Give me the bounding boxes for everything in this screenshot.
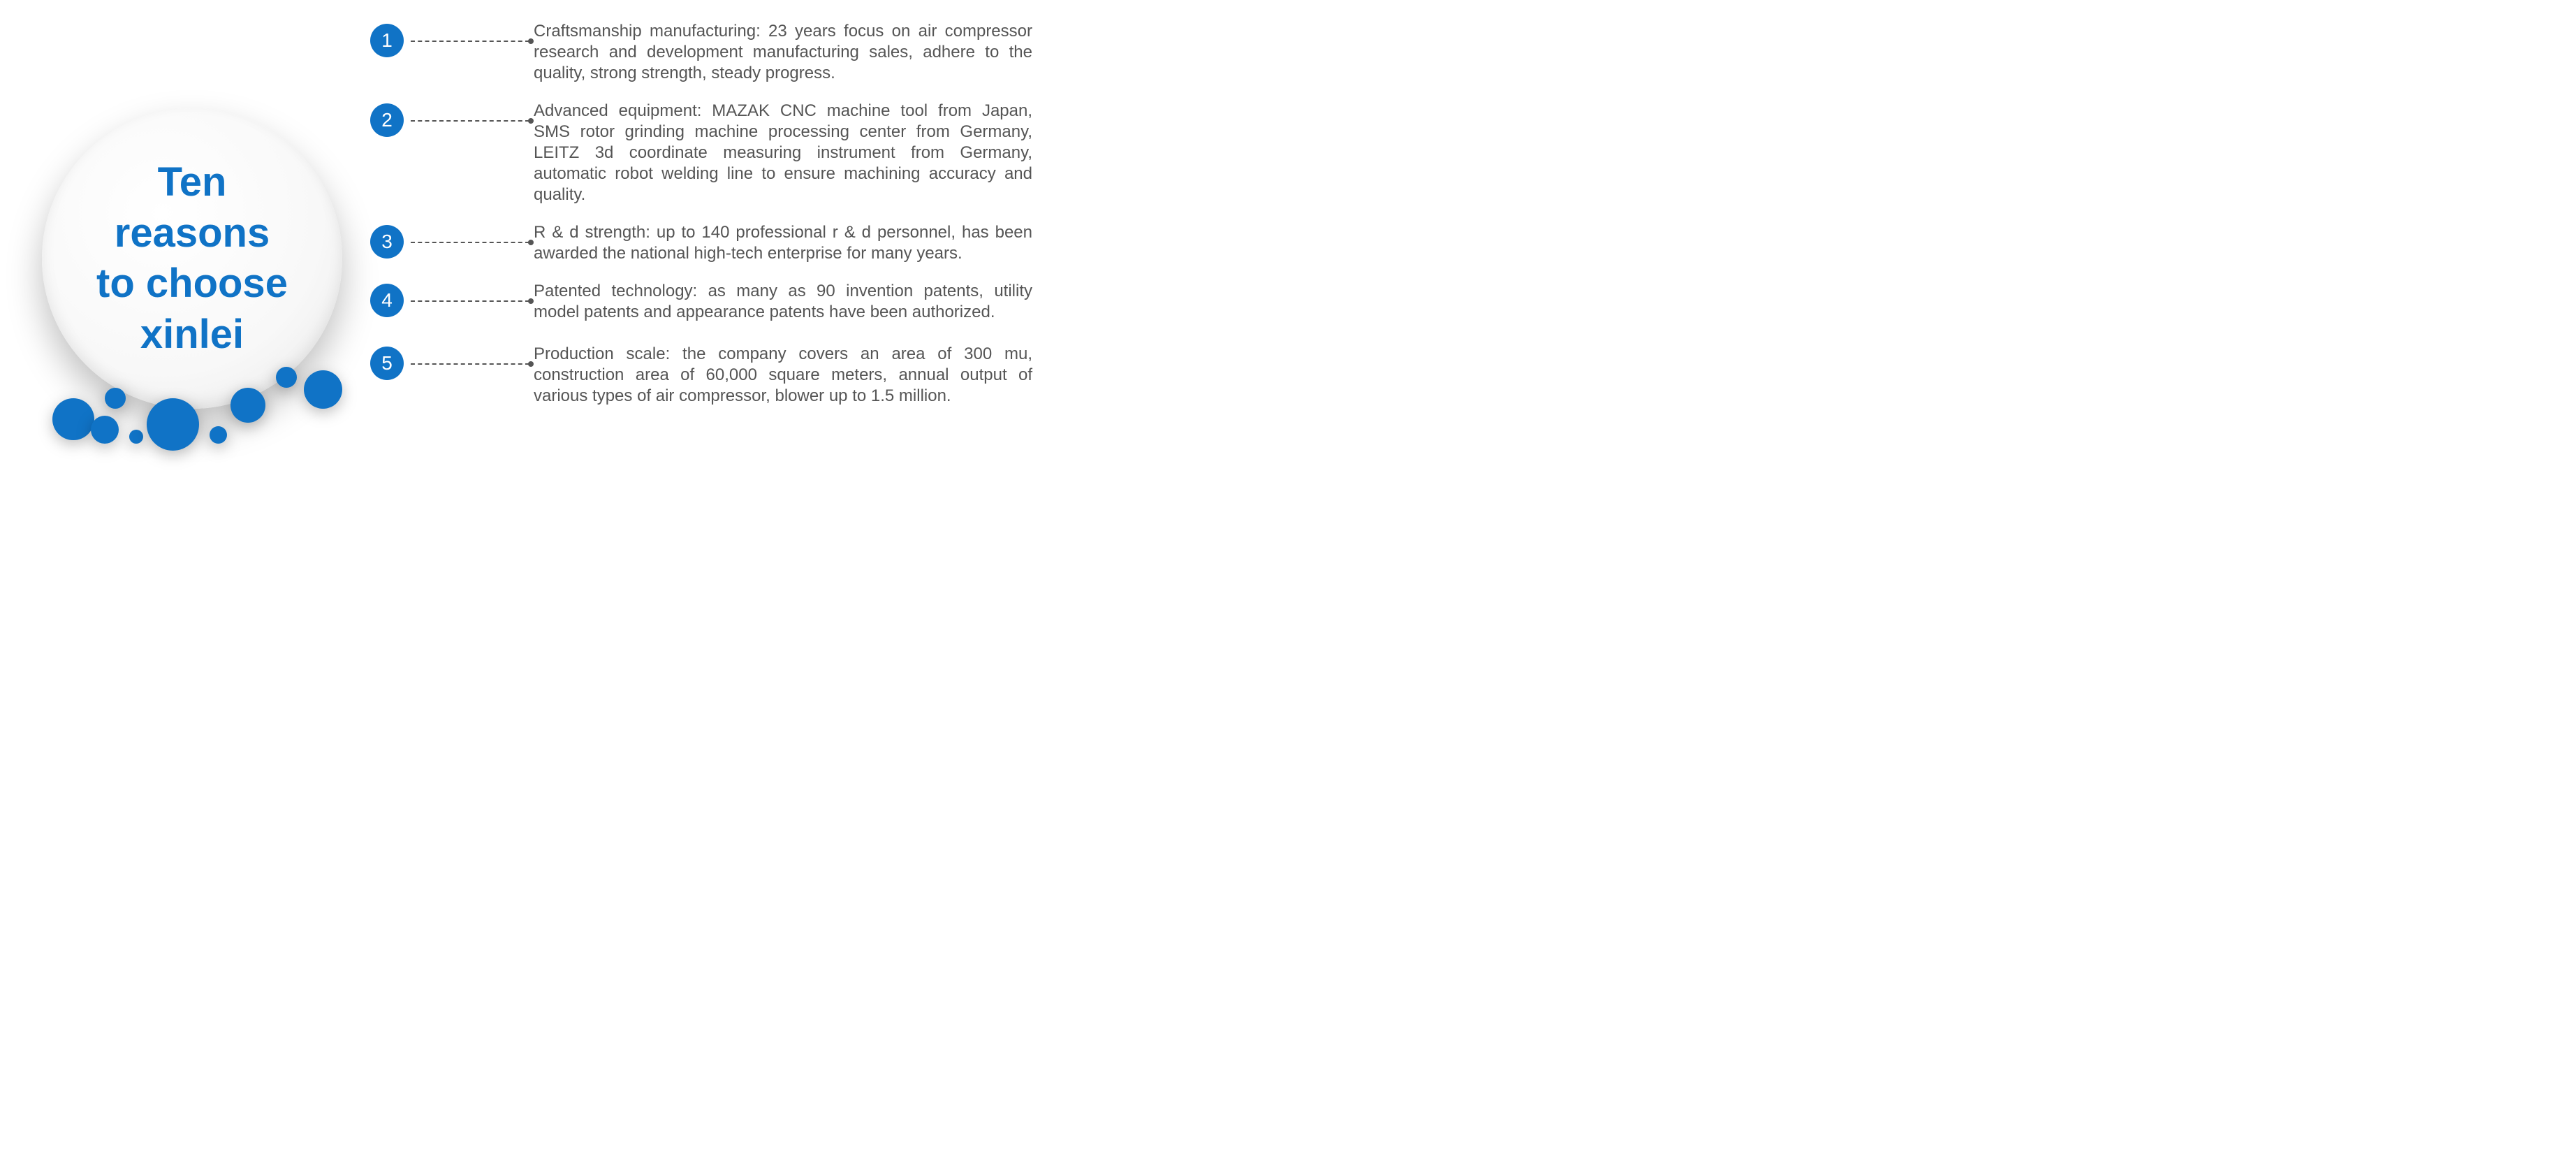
title-line-1: Ten: [158, 159, 227, 205]
list-item: 1 Craftsmanship manufacturing: 23 years …: [370, 21, 1032, 84]
decorative-circle: [210, 426, 227, 444]
connector-line: [411, 41, 529, 42]
decorative-circle: [147, 398, 199, 451]
reasons-list: 1 Craftsmanship manufacturing: 23 years …: [349, 0, 1074, 486]
title-circle: Ten reasons to choose xinlei: [42, 108, 342, 409]
left-panel: Ten reasons to choose xinlei: [0, 0, 349, 486]
list-item: 3 R & d strength: up to 140 professional…: [370, 222, 1032, 264]
connector-line: [411, 242, 529, 243]
list-item: 2 Advanced equipment: MAZAK CNC machine …: [370, 101, 1032, 205]
number-badge: 1: [370, 24, 404, 57]
number-badge: 3: [370, 225, 404, 259]
title-line-2: reasons: [115, 210, 270, 256]
list-item: 4 Patented technology: as many as 90 inv…: [370, 281, 1032, 323]
number-badge: 4: [370, 284, 404, 317]
title-line-3: to choose: [96, 261, 288, 306]
connector-line: [411, 363, 529, 365]
item-text: Patented technology: as many as 90 inven…: [534, 281, 1032, 323]
connector-line: [411, 120, 529, 122]
infographic-container: Ten reasons to choose xinlei 1 Craftsman…: [0, 0, 1074, 486]
item-text: R & d strength: up to 140 professional r…: [534, 222, 1032, 264]
decorative-circle: [304, 370, 342, 409]
decorative-circle: [105, 388, 126, 409]
number-badge: 2: [370, 103, 404, 137]
main-title: Ten reasons to choose xinlei: [96, 157, 288, 360]
list-item: 5 Production scale: the company covers a…: [370, 344, 1032, 407]
decorative-circle: [276, 367, 297, 388]
item-text: Craftsmanship manufacturing: 23 years fo…: [534, 21, 1032, 84]
title-line-4: xinlei: [140, 312, 244, 357]
item-text: Production scale: the company covers an …: [534, 344, 1032, 407]
decorative-circle: [230, 388, 265, 423]
decorative-circle: [91, 416, 119, 444]
decorative-circle: [52, 398, 94, 440]
item-text: Advanced equipment: MAZAK CNC machine to…: [534, 101, 1032, 205]
number-badge: 5: [370, 347, 404, 380]
decorative-circle: [129, 430, 143, 444]
connector-line: [411, 300, 529, 302]
